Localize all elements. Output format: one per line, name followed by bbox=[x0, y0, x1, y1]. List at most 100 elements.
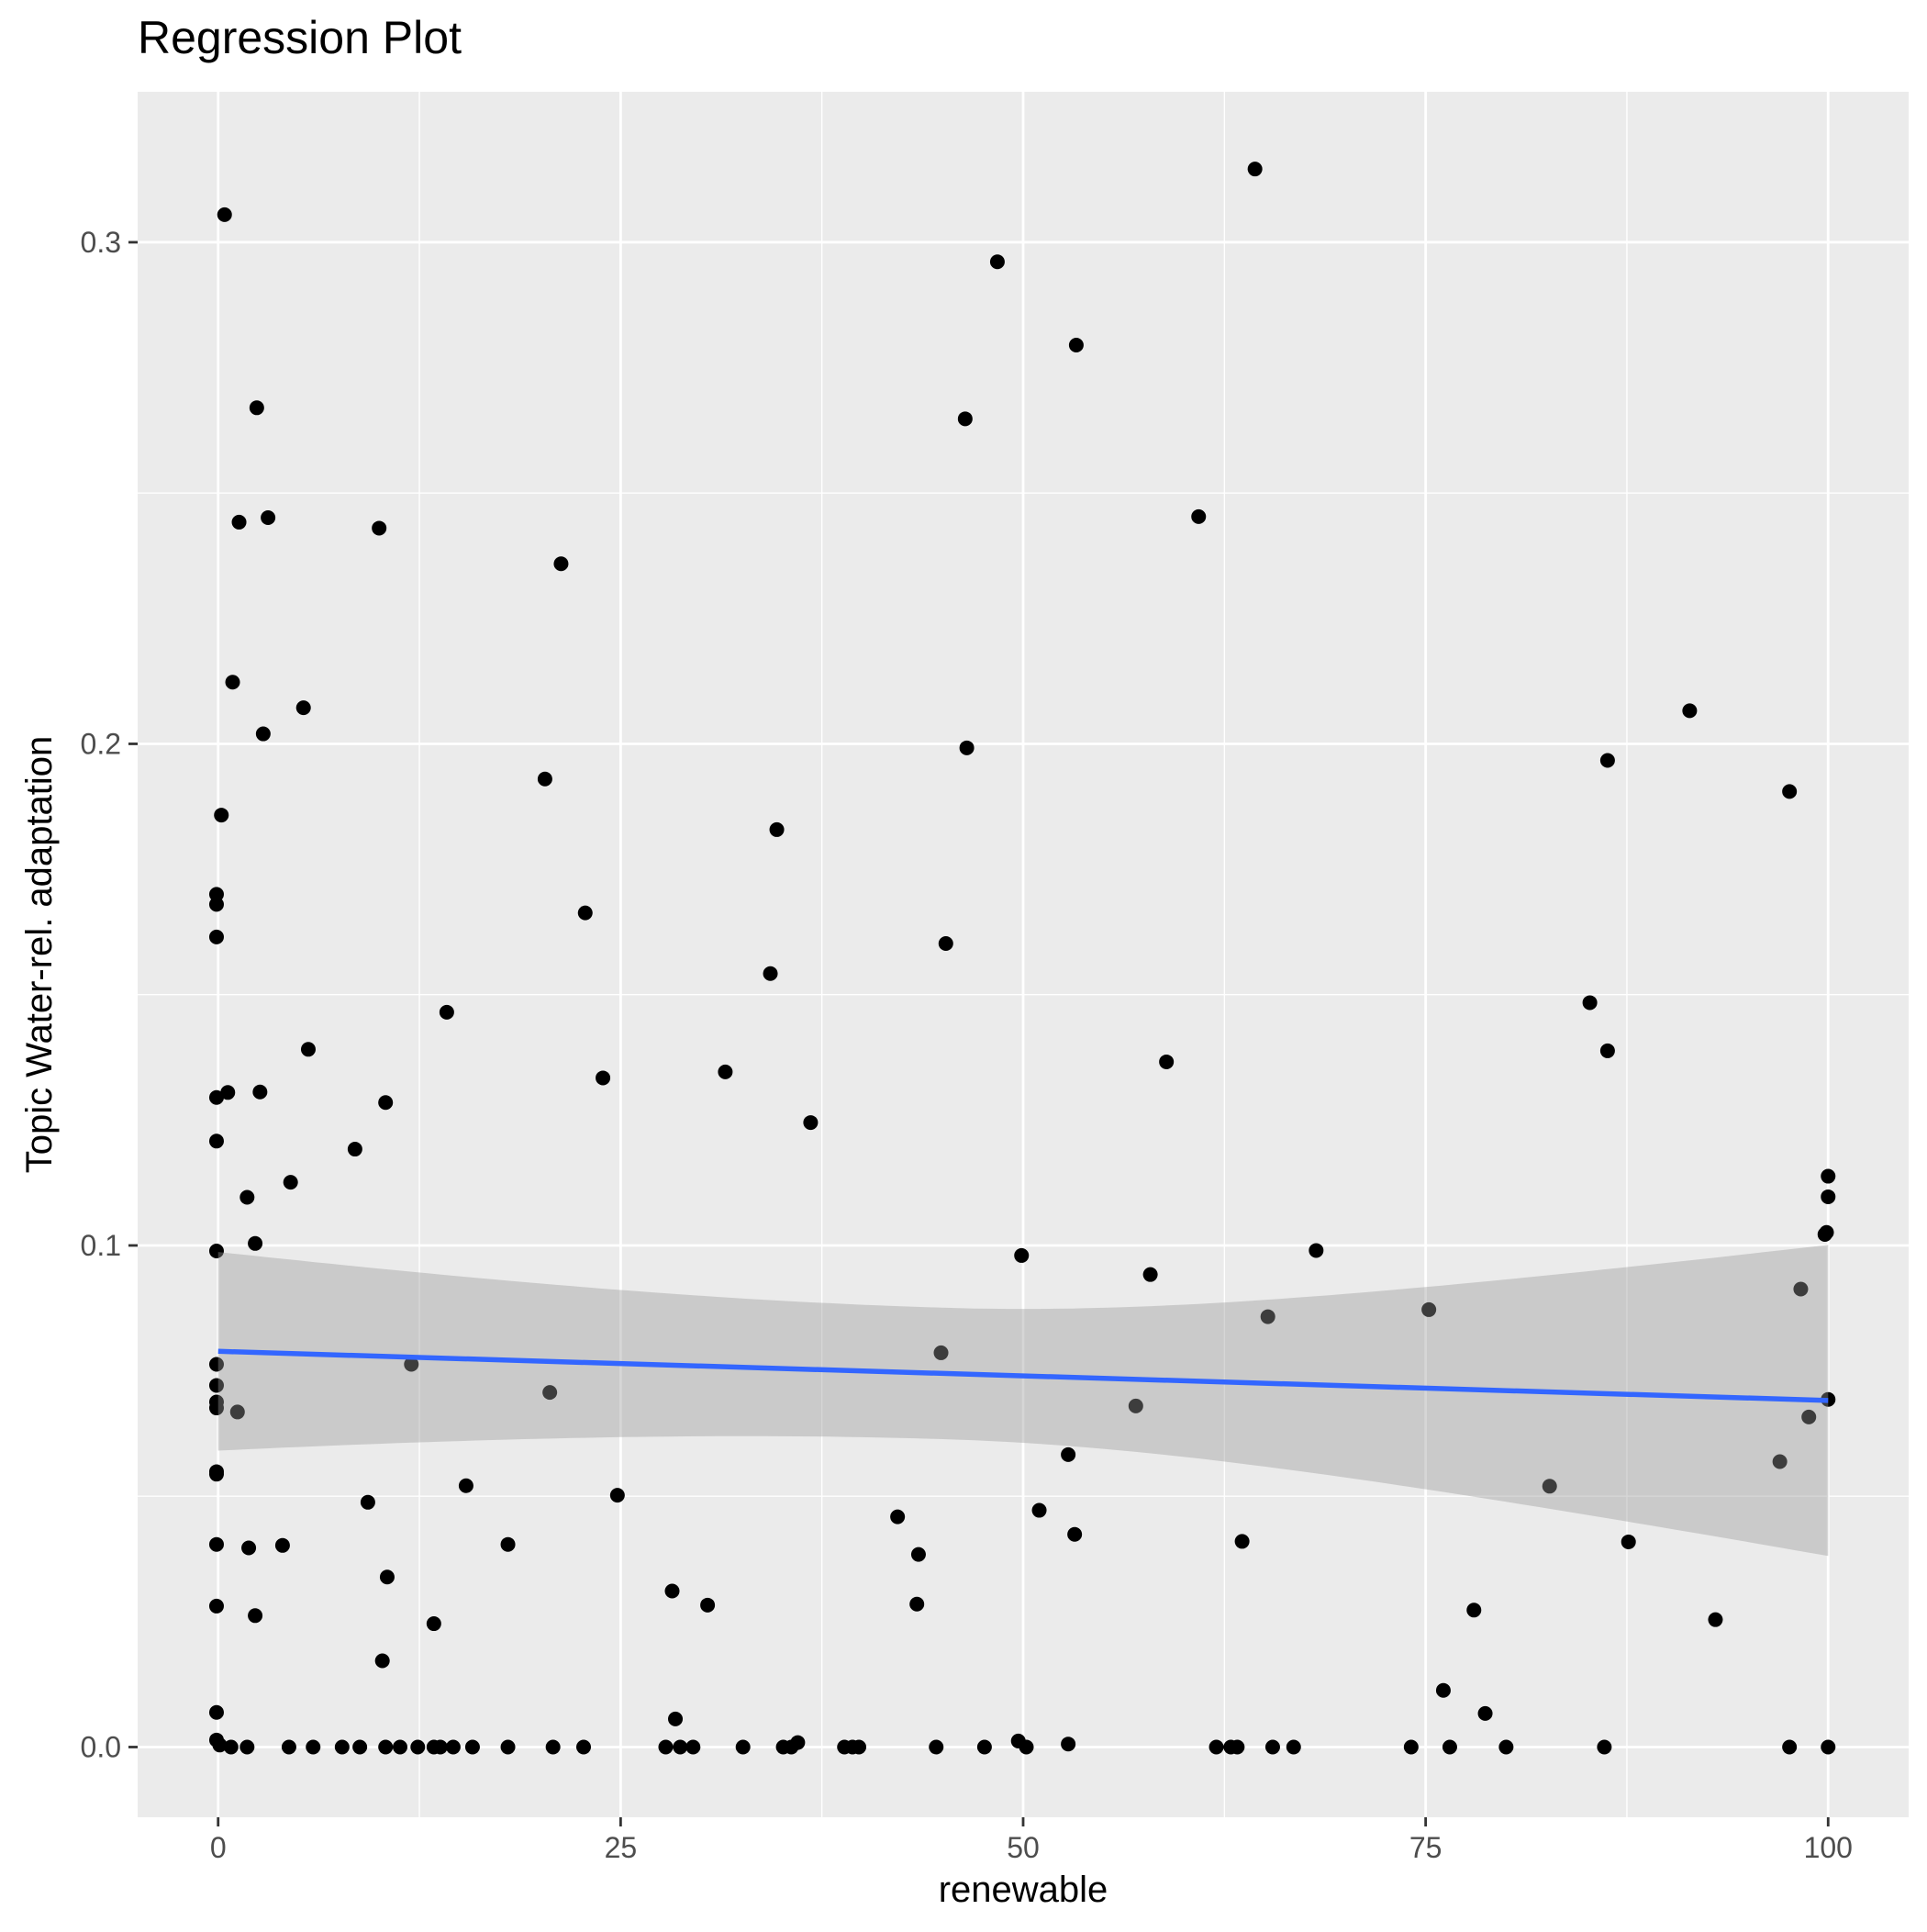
data-point bbox=[1230, 1739, 1245, 1755]
data-point bbox=[1817, 1226, 1832, 1242]
data-point bbox=[248, 1608, 263, 1624]
confidence-band bbox=[217, 1245, 1829, 1557]
data-point bbox=[1260, 1309, 1275, 1324]
data-point bbox=[229, 1404, 245, 1420]
data-point bbox=[1542, 1479, 1557, 1494]
data-point bbox=[372, 520, 387, 536]
data-points bbox=[208, 162, 1836, 1755]
data-point bbox=[1582, 995, 1598, 1011]
major-gridlines bbox=[138, 92, 1909, 1817]
data-point bbox=[596, 1070, 611, 1086]
data-point bbox=[1682, 703, 1698, 719]
data-point bbox=[1477, 1705, 1493, 1721]
data-point bbox=[1061, 1446, 1076, 1462]
data-point bbox=[352, 1739, 368, 1755]
x-tick-label: 25 bbox=[605, 1831, 638, 1864]
data-point bbox=[404, 1357, 419, 1372]
data-point bbox=[255, 726, 271, 742]
data-point bbox=[1801, 1409, 1817, 1424]
data-point bbox=[220, 1085, 236, 1100]
data-point bbox=[1061, 1737, 1076, 1752]
y-tick-label: 0.0 bbox=[81, 1730, 121, 1763]
data-point bbox=[803, 1115, 819, 1131]
x-tick-label: 100 bbox=[1804, 1831, 1853, 1864]
data-point bbox=[1286, 1739, 1301, 1755]
data-point bbox=[1014, 1247, 1030, 1263]
data-point bbox=[1772, 1454, 1788, 1469]
data-point bbox=[1421, 1301, 1437, 1317]
data-point bbox=[769, 821, 785, 837]
data-point bbox=[933, 1345, 949, 1360]
x-tick-label: 0 bbox=[210, 1831, 227, 1864]
data-point bbox=[445, 1739, 461, 1755]
data-point bbox=[295, 700, 311, 716]
chart-title: Regression Plot bbox=[138, 12, 462, 63]
x-tick-label: 50 bbox=[1007, 1831, 1040, 1864]
data-point bbox=[1309, 1243, 1324, 1258]
data-point bbox=[1191, 508, 1207, 524]
data-point bbox=[500, 1536, 516, 1552]
x-tick-label: 75 bbox=[1409, 1831, 1442, 1864]
data-point bbox=[1067, 1526, 1083, 1542]
data-point bbox=[1068, 337, 1084, 352]
data-point bbox=[208, 1134, 224, 1149]
data-point bbox=[334, 1739, 350, 1755]
data-point bbox=[208, 887, 224, 902]
data-point bbox=[1247, 162, 1263, 177]
data-point bbox=[957, 411, 973, 427]
data-point bbox=[790, 1735, 806, 1750]
y-tick-label: 0.3 bbox=[81, 226, 121, 259]
data-point bbox=[223, 1739, 239, 1755]
data-point bbox=[208, 1536, 224, 1552]
data-point bbox=[1264, 1739, 1280, 1755]
data-point bbox=[426, 1616, 441, 1632]
data-point bbox=[300, 1042, 316, 1057]
data-point bbox=[360, 1494, 375, 1510]
data-point bbox=[664, 1583, 680, 1599]
data-point bbox=[208, 1378, 224, 1393]
data-point bbox=[239, 1739, 255, 1755]
data-point bbox=[261, 509, 276, 525]
data-point bbox=[668, 1711, 684, 1726]
data-point bbox=[1019, 1739, 1034, 1755]
y-tick-label: 0.2 bbox=[81, 727, 121, 760]
data-point bbox=[208, 929, 224, 944]
data-point bbox=[208, 1089, 224, 1105]
data-point bbox=[700, 1597, 716, 1613]
data-point bbox=[609, 1488, 625, 1503]
data-point bbox=[208, 1243, 224, 1258]
data-point bbox=[410, 1739, 426, 1755]
data-point bbox=[576, 1739, 592, 1755]
data-point bbox=[1782, 784, 1798, 799]
data-point bbox=[1708, 1612, 1723, 1627]
data-point bbox=[1599, 753, 1615, 768]
data-point bbox=[217, 207, 232, 222]
data-point bbox=[1209, 1739, 1224, 1755]
data-point bbox=[938, 935, 953, 951]
y-axis-label: Topic Water-rel. adaptation bbox=[19, 736, 60, 1174]
data-point bbox=[378, 1095, 394, 1111]
data-point bbox=[248, 1235, 263, 1251]
data-point bbox=[239, 1189, 255, 1205]
data-point bbox=[208, 1704, 224, 1720]
data-point bbox=[379, 1569, 395, 1585]
data-point bbox=[976, 1739, 992, 1755]
data-point bbox=[347, 1142, 362, 1157]
data-point bbox=[553, 556, 569, 572]
regression-line-layer bbox=[217, 1245, 1829, 1557]
data-point bbox=[306, 1739, 321, 1755]
data-point bbox=[241, 1540, 257, 1556]
data-point bbox=[1782, 1739, 1798, 1755]
data-point bbox=[1498, 1739, 1514, 1755]
data-point bbox=[989, 254, 1005, 270]
regression-line bbox=[217, 1348, 1829, 1403]
data-point bbox=[464, 1739, 480, 1755]
data-point bbox=[212, 1737, 228, 1753]
data-point bbox=[378, 1739, 394, 1755]
data-point bbox=[718, 1064, 733, 1079]
data-point bbox=[537, 771, 552, 787]
data-point bbox=[252, 1084, 268, 1100]
data-point bbox=[909, 1596, 925, 1612]
